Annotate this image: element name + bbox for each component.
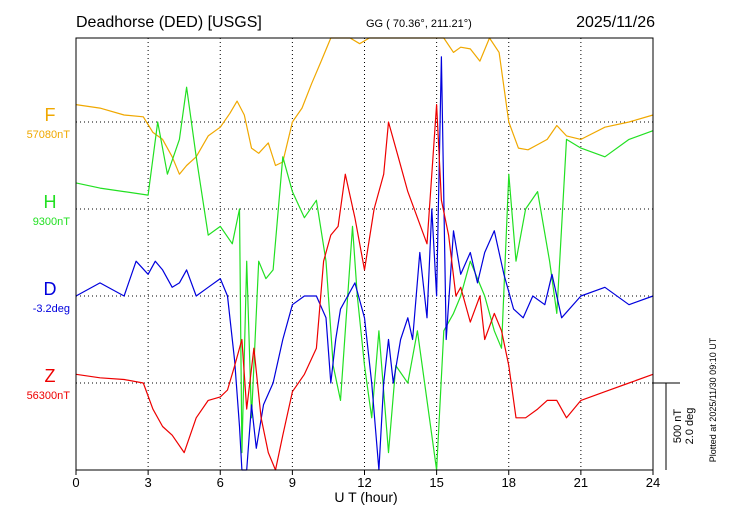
component-labels: F 57080nT H 9300nT D -3.2deg Z 56300nT (27, 105, 71, 402)
chart-title: Deadhorse (DED) [USGS] (76, 14, 262, 31)
station-coordinates: GG ( 70.36°, 211.21°) (366, 18, 472, 30)
x-tick-label: 12 (357, 475, 371, 490)
x-tick-label: 24 (646, 475, 660, 490)
series-line-d (75, 56, 654, 471)
x-tick-label: 9 (289, 475, 296, 490)
series-lines (75, 37, 654, 471)
component-name-f: F (45, 105, 56, 125)
component-baseline-f: 57080nT (27, 129, 71, 141)
x-axis-label: U T (hour) (334, 489, 397, 505)
component-name-z: Z (45, 366, 56, 386)
x-tick-label: 6 (217, 475, 224, 490)
scale-bar-deg-label: 2.0 deg (684, 408, 696, 445)
component-baseline-z: 56300nT (27, 390, 71, 402)
series-line-z (75, 103, 654, 471)
component-baseline-d: -3.2deg (33, 303, 70, 315)
x-tick-label: 21 (574, 475, 588, 490)
component-name-d: D (44, 279, 57, 299)
x-tick-label: 0 (72, 475, 79, 490)
x-tick-label: 3 (145, 475, 152, 490)
series-line-h (75, 86, 654, 471)
x-tick-label: 18 (502, 475, 516, 490)
plotted-timestamp: Plotted at 2025/11/30 09:10 UT (708, 337, 718, 462)
scale-bar-nt-label: 500 nT (672, 409, 684, 444)
scale-bar: 500 nT 2.0 deg (653, 382, 696, 470)
grid (76, 38, 653, 470)
component-baseline-h: 9300nT (33, 216, 71, 228)
component-name-h: H (44, 192, 57, 212)
chart-date: 2025/11/26 (576, 14, 655, 31)
x-axis: 0 3 6 9 12 15 18 21 24 (72, 470, 660, 490)
x-tick-label: 15 (429, 475, 443, 490)
series-line-f (75, 37, 654, 175)
